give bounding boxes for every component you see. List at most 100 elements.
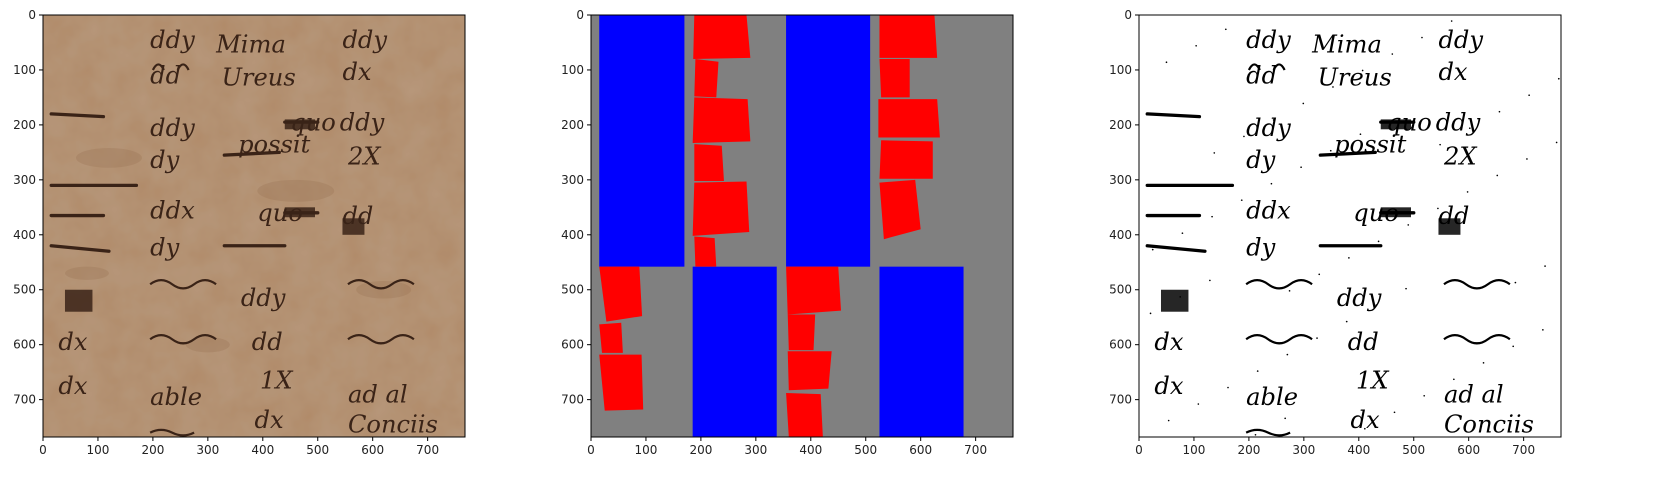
- ink-scribble: [176, 63, 190, 71]
- noise-speck: [1450, 20, 1453, 22]
- noise-speck: [1557, 77, 1560, 80]
- ink-stroke: [222, 150, 281, 157]
- noise-speck: [1375, 304, 1378, 306]
- noise-speck: [1466, 191, 1469, 193]
- noise-speck: [1179, 296, 1182, 298]
- y-tick-label: 0: [576, 8, 584, 22]
- y-tick-label: 600: [561, 338, 584, 352]
- x-tick-label: 400: [1347, 443, 1370, 457]
- x-tick-label: 100: [634, 443, 657, 457]
- noise-speck: [1197, 403, 1200, 405]
- noise-speck: [1482, 361, 1485, 364]
- x-tick-label: 600: [1457, 443, 1480, 457]
- ink-blot: [1380, 207, 1411, 218]
- noise-speck: [1243, 135, 1245, 138]
- y-tick-label: 300: [13, 173, 36, 187]
- y-tick-label: 500: [1109, 283, 1132, 297]
- noise-speck: [1288, 290, 1291, 292]
- noise-speck: [1270, 182, 1273, 185]
- noise-speck: [1284, 417, 1286, 420]
- text-line-region: [879, 179, 921, 240]
- noise-speck: [1393, 411, 1396, 414]
- noise-speck: [1316, 337, 1318, 339]
- handwritten-word: dx: [58, 328, 87, 356]
- noise-speck: [1439, 143, 1441, 146]
- ink-scribble: [149, 279, 217, 290]
- x-tick-label: 700: [1512, 443, 1535, 457]
- y-tick-label: 500: [561, 283, 584, 297]
- noise-speck: [1498, 110, 1501, 113]
- panel-binarized: ddyMimaddyddUreusdxddyquoddydypossit2Xdd…: [1109, 8, 1562, 457]
- noise-speck: [1329, 149, 1332, 152]
- noise-speck: [1544, 265, 1546, 267]
- handwritten-word: ddy: [150, 114, 195, 142]
- noise-speck: [1526, 158, 1528, 160]
- text-line-region: [694, 236, 717, 267]
- handwritten-word: 1X: [1356, 367, 1389, 395]
- noise-speck: [1453, 378, 1455, 381]
- x-tick-label: 200: [141, 443, 164, 457]
- noise-speck: [1318, 273, 1321, 276]
- ink-scribble: [1272, 63, 1286, 71]
- handwritten-word: dx: [1438, 58, 1467, 86]
- noise-speck: [1209, 279, 1211, 282]
- column-region: [692, 266, 777, 437]
- column-region: [786, 15, 871, 267]
- paper-stain: [356, 280, 412, 299]
- noise-speck: [1348, 257, 1350, 259]
- ink-stroke: [1318, 150, 1377, 157]
- text-line-region: [879, 140, 933, 179]
- text-line-region: [878, 99, 940, 138]
- text-line-region: [787, 314, 816, 351]
- x-tick-label: 200: [1237, 443, 1260, 457]
- axes-frame: [590, 14, 1014, 438]
- text-line-region: [786, 393, 823, 437]
- noise-speck: [1151, 248, 1154, 251]
- ink-scribble: [1245, 333, 1313, 345]
- y-tick-label: 300: [561, 173, 584, 187]
- text-line-region: [692, 97, 751, 144]
- ink-scribble: [149, 428, 195, 437]
- y-tick-label: 400: [13, 228, 36, 242]
- handwritten-word: ddy: [241, 284, 286, 312]
- noise-speck: [1345, 320, 1348, 323]
- ink-scribble: [1247, 63, 1261, 71]
- y-tick-label: 600: [13, 338, 36, 352]
- y-tick-label: 100: [13, 63, 36, 77]
- noise-speck: [1165, 61, 1168, 64]
- text-line-region: [692, 181, 750, 236]
- handwritten-word: dy: [1246, 146, 1275, 174]
- noise-speck: [1514, 281, 1517, 284]
- ink-scribble: [347, 333, 415, 345]
- binarized-background: [1139, 15, 1561, 437]
- noise-speck: [1227, 386, 1229, 389]
- ink-blot: [1438, 218, 1461, 235]
- noise-speck: [1332, 86, 1334, 88]
- x-tick-label: 300: [196, 443, 219, 457]
- handwritten-word: Ureus: [1318, 63, 1392, 91]
- text-line-region: [599, 266, 643, 322]
- noise-speck: [1555, 141, 1558, 144]
- x-tick-label: 600: [909, 443, 932, 457]
- x-tick-label: 300: [744, 443, 767, 457]
- text-line-region: [879, 58, 910, 98]
- panel-original: ddyMimaddyddUreusdxddyquoddydypossit2Xdd…: [13, 8, 466, 457]
- text-line-region: [694, 144, 724, 181]
- noise-speck: [1359, 133, 1362, 136]
- ink-blot: [1380, 119, 1411, 130]
- noise-speck: [1254, 433, 1257, 436]
- axes-frame: [42, 14, 466, 438]
- column-region: [599, 15, 685, 267]
- handwritten-word: ddy: [342, 26, 387, 54]
- x-tick-label: 500: [854, 443, 877, 457]
- handwritten-word: dx: [1154, 372, 1183, 400]
- text-line-region: [599, 354, 644, 411]
- handwritten-word: Conciis: [1444, 411, 1534, 439]
- noise-speck: [1407, 224, 1410, 226]
- y-tick-label: 700: [13, 393, 36, 407]
- y-tick-label: 700: [561, 393, 584, 407]
- noise-speck: [1300, 166, 1302, 169]
- handwritten-word: ddy: [1246, 114, 1291, 142]
- handwritten-word: ddy: [340, 108, 385, 136]
